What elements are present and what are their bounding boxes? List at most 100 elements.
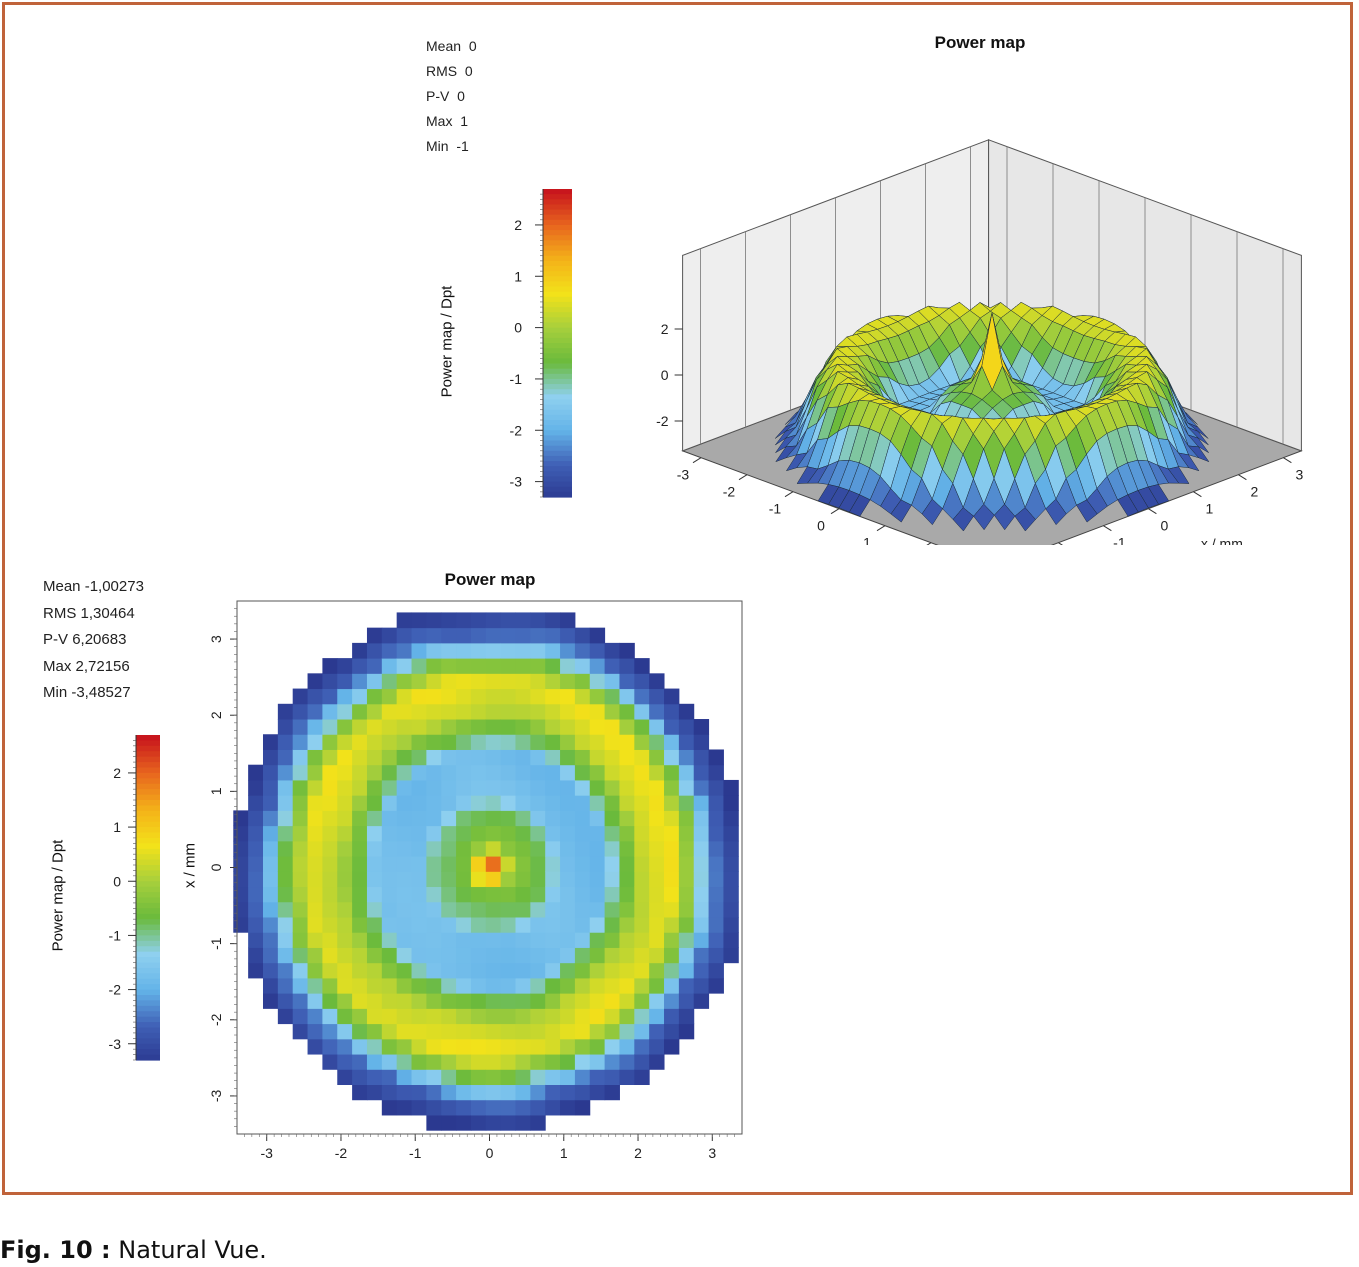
heatmap-cell: [381, 977, 398, 994]
colorbar-segment: [543, 332, 572, 339]
heatmap-cell: [470, 688, 487, 705]
heatmap-cell: [634, 856, 650, 872]
heatmap-cell: [560, 1069, 576, 1086]
heatmap-cell: [456, 658, 472, 674]
colorbar-segment: [136, 908, 160, 915]
heatmap-cell: [515, 779, 531, 796]
heatmap-cell: [396, 764, 413, 781]
heatmap-cell: [322, 825, 338, 842]
z-tick-label: 2: [661, 321, 669, 337]
heatmap-cell: [515, 1069, 531, 1086]
heatmap-cell: [396, 916, 413, 933]
heatmap-cell: [678, 886, 695, 903]
heatmap-cell: [307, 673, 323, 690]
heatmap-cell: [470, 703, 487, 720]
heatmap-cell: [381, 1069, 398, 1086]
heatmap-cell: [352, 764, 368, 781]
heatmap-cell: [500, 1054, 516, 1070]
heatmap-cell: [307, 749, 323, 766]
heatmap-cell: [470, 932, 487, 948]
heatmap-cell: [619, 825, 635, 842]
heatmap-cell: [500, 1069, 516, 1086]
heatmap-cell: [307, 856, 323, 872]
heatmap-cell: [515, 886, 531, 903]
heatmap-cell: [574, 658, 591, 674]
heatmap-cell: [292, 932, 309, 948]
heatmap-cell: [426, 688, 442, 705]
heatmap-cell: [426, 1084, 442, 1101]
heatmap-cell: [441, 703, 457, 720]
colorbar-tick-label: -1: [109, 927, 122, 943]
heatmap-cell: [381, 932, 398, 948]
colorbar-segment: [543, 276, 572, 282]
colorbar-segment: [543, 491, 572, 498]
heatmap-cell: [634, 764, 650, 781]
colorbar-segment: [543, 486, 572, 493]
heatmap-cell: [589, 642, 606, 659]
colorbar-segment: [543, 307, 572, 313]
heatmap-cell: [485, 825, 502, 842]
colorbar-segment: [543, 281, 572, 288]
heatmap-cell: [500, 810, 516, 827]
heatmap-cell: [604, 856, 620, 872]
heatmap-cell: [337, 962, 353, 979]
heatmap-cell: [589, 932, 606, 948]
heatmap-cell: [411, 1008, 427, 1025]
x-tick-label: 1: [863, 535, 871, 545]
heatmap-cell: [411, 779, 427, 796]
heatmap-cell: [485, 1023, 502, 1040]
heatmap-cell: [723, 916, 739, 933]
heatmap-cell: [322, 734, 338, 750]
heatmap-cell: [381, 1038, 398, 1055]
y-tick-label: 3: [208, 635, 224, 643]
heatmap-cell: [426, 810, 442, 827]
colorbar-segment: [136, 810, 160, 817]
heatmap-cell: [678, 993, 695, 1009]
heatmap-cell: [574, 673, 591, 690]
heatmap-cell: [277, 916, 294, 933]
heatmap-cell: [604, 947, 620, 964]
heatmap-cell: [352, 719, 368, 735]
heatmap-cell: [485, 795, 502, 811]
heatmap-cell: [381, 856, 398, 872]
heatmap-cell: [515, 719, 531, 735]
heatmap-cell: [352, 1084, 368, 1101]
heatmap-cell: [233, 810, 249, 827]
heatmap-cell: [634, 1008, 650, 1025]
heatmap-cell: [396, 1038, 413, 1055]
heatmap-cell: [515, 734, 531, 750]
heatmap-cell: [649, 871, 665, 888]
heatmap-cell: [664, 901, 680, 918]
colorbar-segment: [136, 745, 160, 752]
heatmap-cell: [604, 810, 620, 827]
heatmap-cell: [411, 1038, 427, 1055]
heatmap-cell: [560, 764, 576, 781]
heatmap-cell: [545, 871, 561, 888]
heatmap-cell: [678, 719, 695, 735]
stat-row: Mean -1,00273: [43, 578, 144, 595]
heatmap-cell: [470, 810, 487, 827]
heatmap-cell: [619, 642, 635, 659]
heatmap-cell: [307, 1008, 323, 1025]
heatmap-cell: [366, 749, 383, 766]
heatmap-cell: [456, 734, 472, 750]
colorbar-segment: [136, 778, 160, 785]
colorbar-segment: [136, 800, 160, 807]
x-tick-label: -2: [335, 1145, 348, 1161]
heatmap-cell: [456, 1084, 472, 1101]
heatmap-cell: [693, 856, 710, 872]
colorbar-tick-label: 1: [514, 268, 522, 284]
heatmap-cell: [619, 947, 635, 964]
heatmap-cell: [441, 1084, 457, 1101]
heatmap-cell: [515, 795, 531, 811]
heatmap-cell: [381, 993, 398, 1009]
stat-row: Min -3,48527: [43, 684, 131, 701]
heatmap-cell: [634, 977, 650, 994]
heatmap-cell: [664, 795, 680, 811]
heatmap-cell: [604, 658, 620, 674]
heatmap-cell: [352, 901, 368, 918]
heatmap-cell: [485, 779, 502, 796]
x-tick-label: -2: [723, 484, 736, 500]
heatmap-cell: [515, 1099, 531, 1116]
heatmap-cell: [292, 1023, 309, 1040]
